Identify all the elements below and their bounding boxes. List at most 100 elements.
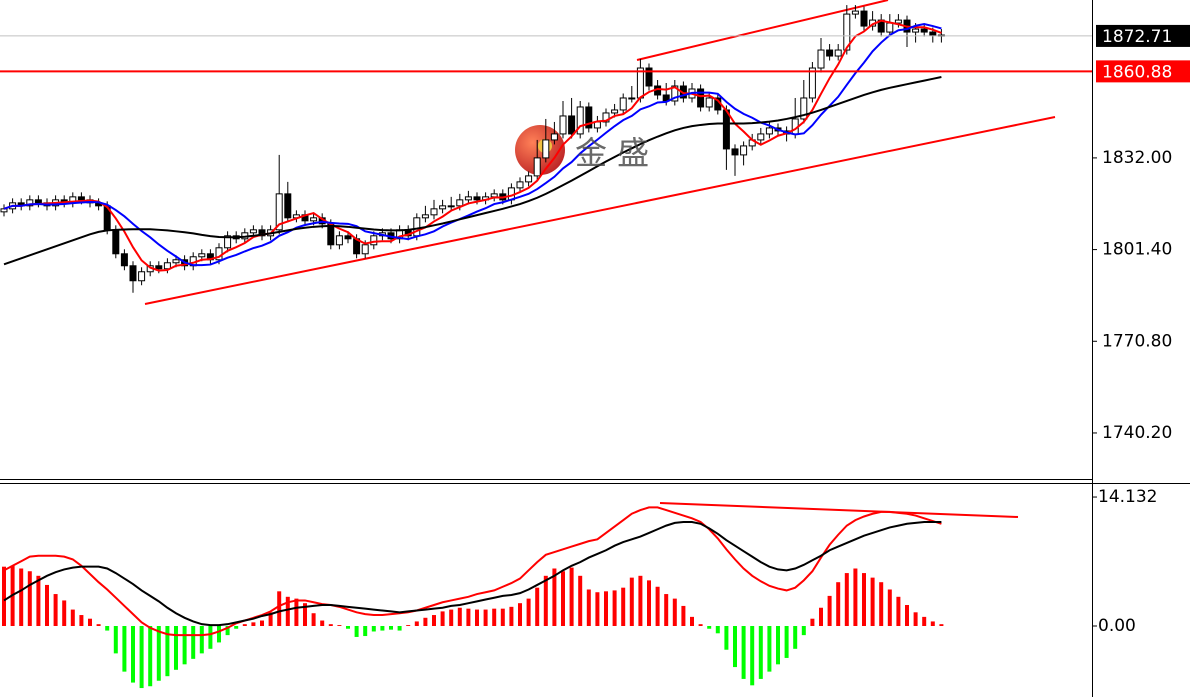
histogram-bar xyxy=(595,592,600,626)
histogram-bar xyxy=(131,626,135,683)
candle-body xyxy=(568,115,576,135)
histogram-bar xyxy=(440,611,445,626)
histogram-bar xyxy=(604,591,608,626)
ma-line xyxy=(3,19,942,272)
histogram-bar xyxy=(758,626,763,679)
histogram-bar xyxy=(79,615,84,626)
histogram-bar xyxy=(629,577,634,626)
candle-body xyxy=(929,31,937,36)
histogram-bar xyxy=(27,571,32,626)
candle-body xyxy=(697,88,705,108)
histogram-bar xyxy=(268,612,273,626)
histogram-bar xyxy=(724,626,729,650)
watermark: 金 盛 xyxy=(575,134,649,172)
candle-body xyxy=(645,67,653,87)
histogram-bar xyxy=(672,598,677,626)
histogram-bar xyxy=(320,620,325,626)
histogram-bar xyxy=(836,582,841,626)
candle-body xyxy=(447,205,455,208)
histogram-bar xyxy=(870,577,875,626)
histogram-bar xyxy=(70,609,75,626)
histogram-bar xyxy=(733,626,737,668)
histogram-bar xyxy=(483,609,488,626)
candle-body xyxy=(172,259,180,264)
histogram-bar xyxy=(354,626,359,637)
histogram-bar xyxy=(139,626,144,689)
histogram-bar xyxy=(526,598,531,626)
histogram-bar xyxy=(174,626,178,670)
histogram-bar xyxy=(311,613,316,626)
candle-body xyxy=(516,181,524,189)
ma-line xyxy=(3,76,942,266)
trend-line xyxy=(659,502,1019,518)
histogram-bar xyxy=(492,608,497,626)
histogram-bar xyxy=(810,618,815,626)
candle-body xyxy=(542,139,550,159)
histogram-bar xyxy=(535,587,540,626)
histogram-bar xyxy=(750,626,755,686)
candle-body xyxy=(585,106,593,129)
candle-body xyxy=(894,19,902,24)
candle-body xyxy=(34,199,42,204)
histogram-bar xyxy=(664,594,669,626)
histogram-bar xyxy=(552,568,557,626)
histogram-bar xyxy=(561,571,565,626)
histogram-bar xyxy=(182,626,187,665)
histogram-bar xyxy=(156,626,161,681)
histogram-bar xyxy=(457,607,462,626)
histogram-bar xyxy=(784,626,789,658)
candle-body xyxy=(920,28,928,33)
histogram-bar xyxy=(681,605,686,626)
histogram-bar xyxy=(930,621,935,626)
candle-body xyxy=(851,10,859,15)
histogram-bar xyxy=(887,589,892,626)
histogram-bar xyxy=(449,609,454,626)
histogram-bar xyxy=(741,626,746,679)
candle-body xyxy=(550,133,558,141)
ma-line xyxy=(3,22,942,267)
candle-body xyxy=(705,97,713,108)
candle-body xyxy=(155,265,163,270)
histogram-bar xyxy=(862,573,866,626)
candle-body xyxy=(439,205,447,210)
histogram-bar xyxy=(844,573,849,626)
candle-body xyxy=(112,229,120,255)
candle-body xyxy=(163,262,171,270)
histogram-bar xyxy=(509,606,514,626)
trend-line xyxy=(636,0,889,61)
histogram-bar xyxy=(62,600,67,626)
histogram-bar xyxy=(518,603,522,626)
histogram-bar xyxy=(2,566,6,626)
histogram-bar xyxy=(913,612,918,626)
candle-body xyxy=(826,49,834,57)
histogram-bar xyxy=(819,607,823,626)
candle-body xyxy=(26,199,34,207)
histogram-bar xyxy=(569,567,574,626)
candle-body xyxy=(335,235,343,246)
histogram-bar xyxy=(242,624,247,626)
candle-body xyxy=(413,217,421,237)
histogram-bar xyxy=(466,608,471,626)
histogram-bar xyxy=(277,591,282,626)
candle-body xyxy=(0,208,8,213)
histogram-bar xyxy=(363,626,368,637)
candle-body xyxy=(731,148,739,156)
y-tick-label: 1832.00 xyxy=(1102,148,1172,168)
candle-body xyxy=(361,244,369,255)
candle-body xyxy=(800,97,808,120)
candle-body xyxy=(120,253,128,267)
candle-body xyxy=(860,10,868,27)
histogram-bar xyxy=(612,590,617,626)
candle-body xyxy=(834,49,842,57)
candle-body xyxy=(808,67,816,99)
candle-body xyxy=(765,127,773,135)
histogram-bar xyxy=(113,626,118,654)
candle-body xyxy=(619,97,627,111)
histogram-bar xyxy=(88,618,92,626)
histogram-bar xyxy=(638,575,643,626)
candle-body xyxy=(843,13,851,51)
histogram-bar xyxy=(234,626,239,629)
